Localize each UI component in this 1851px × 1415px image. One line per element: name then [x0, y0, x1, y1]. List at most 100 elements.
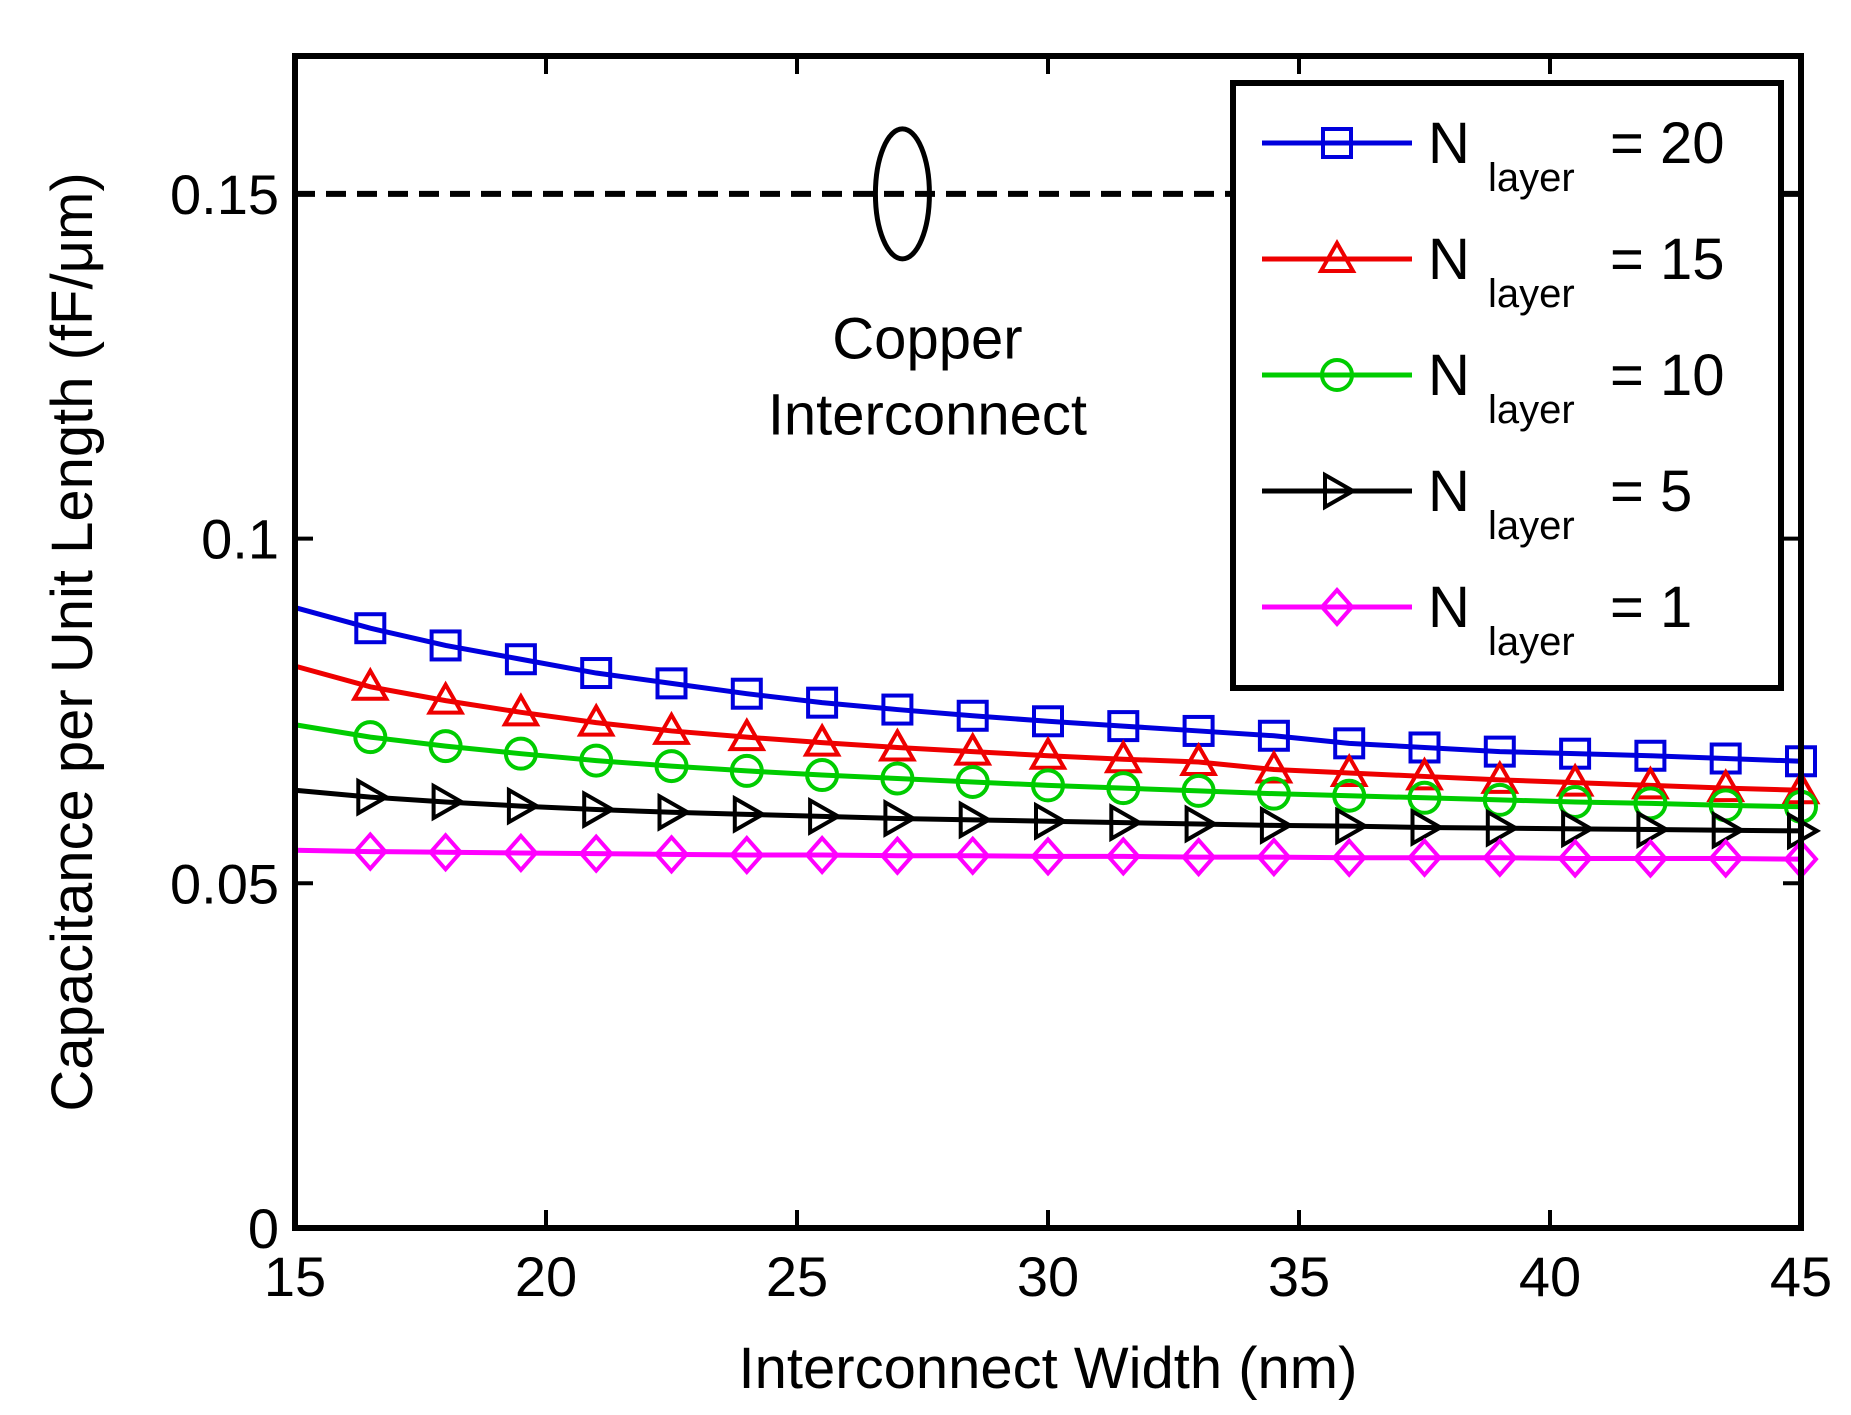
data-point-marker [1711, 810, 1746, 850]
legend-label-main: N [1428, 575, 1470, 640]
data-point-marker [953, 731, 993, 766]
data-point-marker [1335, 806, 1370, 846]
data-point-marker [1630, 765, 1670, 800]
data-point-marker [1632, 838, 1669, 879]
data-point-marker [880, 761, 915, 796]
data-point-marker [1706, 768, 1746, 803]
legend-label-value: = 10 [1610, 343, 1725, 408]
data-point-marker [1032, 705, 1064, 738]
data-point-marker [1405, 756, 1444, 791]
copper-annotation-ellipse [872, 126, 932, 262]
data-point-marker [506, 786, 541, 826]
data-point-marker [879, 835, 916, 876]
data-point-marker [881, 693, 914, 726]
data-point-marker [955, 764, 990, 799]
data-point-marker [1034, 801, 1069, 841]
legend-marker [1323, 471, 1358, 511]
legend-label-main: N [1428, 111, 1470, 176]
y-axis-label: Capacitance per Unit Length (fF/μm) [40, 172, 105, 1111]
data-point-marker [579, 743, 614, 778]
data-point-marker [582, 790, 617, 829]
legend-label-value: = 15 [1610, 227, 1725, 292]
annotation-group: Copper Interconnect [768, 126, 1087, 447]
data-point-marker [1106, 771, 1141, 806]
data-point-marker [501, 692, 541, 727]
data-point-marker [808, 796, 843, 836]
series-5 [294, 831, 1819, 880]
legend-label-sub: layer [1488, 504, 1575, 548]
data-point-marker [1558, 784, 1593, 819]
legend-label-main: N [1428, 227, 1470, 292]
data-point-marker [1105, 836, 1141, 877]
series-line [294, 605, 1802, 764]
data-point-marker [1180, 837, 1217, 878]
legend-marker [1321, 127, 1353, 159]
data-point-marker [1636, 810, 1671, 849]
data-point-marker [427, 832, 464, 873]
data-point-marker [1030, 836, 1066, 877]
data-point-marker [354, 612, 387, 645]
data-point-marker [956, 699, 989, 732]
y-tick-label: 0 [248, 1197, 279, 1260]
data-point-marker [1485, 808, 1520, 848]
data-point-marker [350, 666, 390, 701]
data-point-marker [1480, 759, 1520, 794]
annotation-text-interconnect: Interconnect [768, 382, 1087, 447]
x-tick-label: 30 [1017, 1245, 1079, 1308]
series-group [294, 605, 1822, 880]
x-tick-label: 40 [1519, 1245, 1581, 1308]
legend-marker [1320, 358, 1354, 392]
data-point-marker [1254, 749, 1294, 784]
data-point-marker [653, 834, 690, 875]
legend-label-sub: layer [1488, 388, 1575, 432]
data-point-marker [578, 833, 614, 874]
data-point-marker [958, 800, 993, 840]
data-point-marker [428, 729, 463, 764]
legend-label-sub: layer [1488, 272, 1575, 316]
x-axis-label: Interconnect Width (nm) [739, 1336, 1358, 1401]
data-point-marker [727, 717, 767, 752]
annotation-text-copper: Copper [832, 307, 1022, 372]
data-point-marker [1256, 776, 1291, 811]
data-point-marker [1708, 838, 1744, 879]
data-point-marker [1410, 808, 1445, 847]
data-point-marker [426, 680, 466, 715]
data-point-marker [1031, 768, 1065, 803]
data-point-marker [730, 677, 763, 710]
data-point-marker [1331, 837, 1367, 878]
data-point-marker [431, 782, 466, 822]
data-point-marker [504, 643, 537, 676]
legend-label-main: N [1428, 459, 1470, 524]
legend-marker [1317, 238, 1357, 273]
axes-group: 15 20 25 30 35 40 45 0 0.05 0.1 0.15 [170, 56, 1832, 1308]
data-point-marker [883, 799, 918, 838]
data-point-marker [429, 629, 462, 662]
data-point-marker [356, 777, 391, 817]
data-point-marker [652, 710, 691, 745]
x-tick-label: 45 [1770, 1245, 1832, 1308]
x-tick-label: 25 [766, 1245, 828, 1308]
data-point-marker [1561, 809, 1596, 849]
data-point-marker [576, 702, 616, 737]
x-tick-label: 35 [1268, 1245, 1330, 1308]
data-point-marker [1109, 803, 1144, 843]
data-point-marker [1256, 837, 1292, 878]
data-point-marker [806, 686, 839, 719]
data-point-marker [1181, 773, 1216, 808]
data-point-marker [729, 753, 764, 788]
legend-label-sub: layer [1488, 156, 1575, 200]
legend-label-sub: layer [1488, 620, 1575, 664]
data-point-marker [1332, 778, 1367, 813]
legend-label-value: = 20 [1610, 111, 1725, 176]
data-point-marker [1482, 837, 1518, 878]
series-line [294, 722, 1802, 810]
data-point-marker [1406, 837, 1443, 878]
y-tick-label: 0.1 [201, 508, 279, 571]
data-point-marker [1407, 780, 1442, 815]
data-point-marker [655, 667, 688, 700]
data-point-marker [802, 722, 842, 757]
data-point-marker [353, 720, 388, 755]
